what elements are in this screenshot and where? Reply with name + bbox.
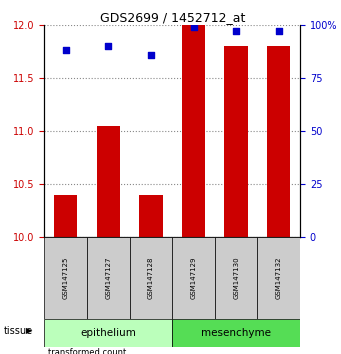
Bar bbox=[182, 25, 205, 237]
Point bbox=[233, 28, 239, 34]
Text: GSM147125: GSM147125 bbox=[63, 257, 69, 299]
Bar bbox=[139, 195, 163, 237]
Point bbox=[191, 24, 196, 30]
Bar bbox=[87, 237, 130, 319]
Bar bbox=[257, 237, 300, 319]
Bar bbox=[44, 237, 87, 319]
Text: GSM147132: GSM147132 bbox=[276, 257, 282, 299]
Point bbox=[148, 52, 153, 57]
Point bbox=[276, 28, 282, 34]
Text: tissue: tissue bbox=[3, 326, 32, 336]
Bar bbox=[44, 319, 172, 347]
Point bbox=[106, 43, 111, 49]
Text: mesenchyme: mesenchyme bbox=[201, 328, 271, 338]
Text: GSM147127: GSM147127 bbox=[105, 257, 111, 299]
Bar bbox=[130, 237, 172, 319]
Text: epithelium: epithelium bbox=[80, 328, 136, 338]
Title: GDS2699 / 1452712_at: GDS2699 / 1452712_at bbox=[100, 11, 245, 24]
Point bbox=[63, 47, 68, 53]
Text: transformed count: transformed count bbox=[48, 348, 126, 354]
Bar bbox=[172, 319, 300, 347]
Bar bbox=[224, 46, 248, 237]
Bar bbox=[215, 237, 257, 319]
Text: GSM147128: GSM147128 bbox=[148, 257, 154, 299]
Bar bbox=[97, 126, 120, 237]
Bar bbox=[267, 46, 291, 237]
Text: GSM147130: GSM147130 bbox=[233, 257, 239, 299]
Text: ▶: ▶ bbox=[26, 326, 32, 336]
Bar bbox=[172, 237, 215, 319]
Bar bbox=[54, 195, 77, 237]
Text: GSM147129: GSM147129 bbox=[191, 257, 196, 299]
